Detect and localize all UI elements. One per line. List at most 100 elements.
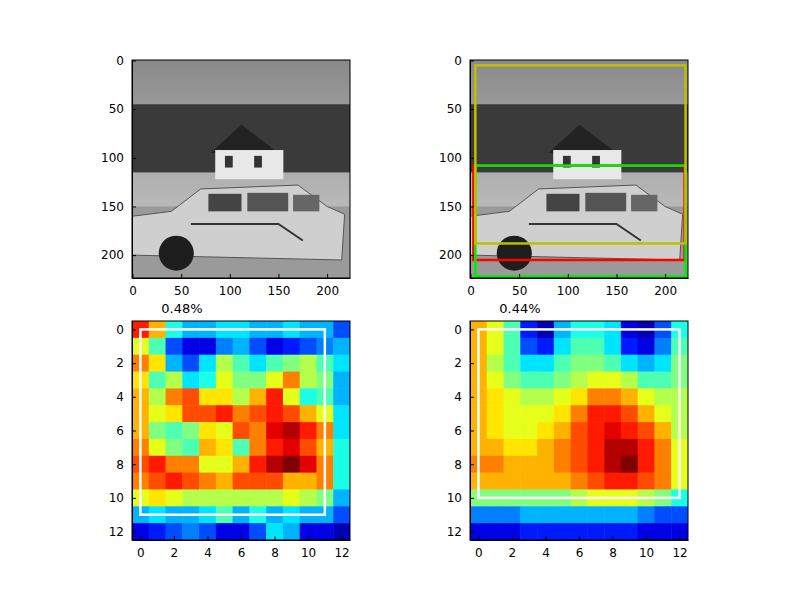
heatmap-cell xyxy=(537,338,554,355)
heatmap-cell xyxy=(587,523,604,540)
heatmap-cell xyxy=(554,422,571,439)
tick-label: 12 xyxy=(672,546,687,560)
heatmap-cell xyxy=(638,388,655,405)
tick-mark xyxy=(132,464,136,465)
heatmap-cell xyxy=(554,473,571,490)
heatmap-cell xyxy=(604,355,621,372)
heatmap-cell xyxy=(537,473,554,490)
heatmap-cell xyxy=(654,473,671,490)
heatmap-cell xyxy=(520,388,537,405)
heatmap-cell xyxy=(333,439,350,456)
heatmap-cell xyxy=(333,355,350,372)
tick-mark xyxy=(579,536,580,540)
tick-label: 2 xyxy=(116,356,124,370)
heatmap-cell xyxy=(166,355,183,372)
tick-mark xyxy=(568,274,569,278)
tick: 0 xyxy=(454,323,474,337)
heatmap-cell xyxy=(333,321,350,338)
tick-label: 0 xyxy=(475,546,483,560)
tick-mark xyxy=(470,206,474,207)
heatmap-cell xyxy=(554,338,571,355)
heatmap-cell xyxy=(604,439,621,456)
heatmap-cell xyxy=(621,456,638,473)
photo-car-window xyxy=(631,195,657,212)
heatmap-cell xyxy=(283,473,300,490)
heatmap-cell xyxy=(249,372,266,389)
heatmap-cell xyxy=(283,355,300,372)
heatmap-cell xyxy=(249,439,266,456)
tick-label: 150 xyxy=(606,284,629,298)
heatmap-cell xyxy=(199,372,216,389)
bounding-box xyxy=(140,329,324,514)
heatmap-cell xyxy=(520,506,537,523)
heatmap-cell xyxy=(470,506,487,523)
heatmap-cell xyxy=(638,456,655,473)
heatmap-cell xyxy=(199,355,216,372)
tick: 12 xyxy=(447,525,474,539)
heatmap-cell xyxy=(470,523,487,540)
heatmap-cell xyxy=(300,523,317,540)
tick-label: 12 xyxy=(334,546,349,560)
heatmap-cell xyxy=(537,372,554,389)
tick-label: 8 xyxy=(271,546,279,560)
heatmap-cell xyxy=(671,506,688,523)
heatmap-cell xyxy=(587,422,604,439)
tick: 6 xyxy=(454,424,474,438)
axis-line xyxy=(471,278,689,279)
heatmap-cell xyxy=(587,372,604,389)
tick: 50 xyxy=(447,102,474,116)
y-axis: 050100150200 xyxy=(439,54,474,279)
tick: 200 xyxy=(316,274,339,298)
tick: 2 xyxy=(116,356,136,370)
tick-label: 4 xyxy=(454,390,462,404)
tick: 4 xyxy=(204,536,212,560)
panel: 0246810120246810120.44% xyxy=(447,301,689,560)
heatmap-cell xyxy=(182,355,199,372)
figure: 0501001502000501001502000501001502000501… xyxy=(0,0,800,600)
heatmap-cell xyxy=(654,523,671,540)
heatmap-cell xyxy=(504,523,521,540)
photo-wheel xyxy=(497,236,532,271)
heatmap-cell xyxy=(166,489,183,506)
photo-car-trim xyxy=(191,224,303,241)
heatmap-cell xyxy=(249,338,266,355)
heatmap-cell xyxy=(504,338,521,355)
heatmap-cell xyxy=(300,388,317,405)
tick-mark xyxy=(132,255,136,256)
tick-mark xyxy=(470,60,474,61)
plot-area xyxy=(470,321,688,540)
axis-line xyxy=(133,278,351,279)
panel: 050100150200050100150200 xyxy=(101,54,350,298)
heatmap-cell xyxy=(266,372,283,389)
heatmap-cell xyxy=(487,338,504,355)
heatmap-cell xyxy=(249,473,266,490)
tick: 8 xyxy=(116,458,136,472)
heatmap-cell xyxy=(216,355,233,372)
tick-label: 2 xyxy=(509,546,517,560)
heatmap-cell xyxy=(216,372,233,389)
heatmap-cell xyxy=(654,405,671,422)
plot-area xyxy=(132,321,350,540)
heatmap-cell xyxy=(233,372,250,389)
tick-mark xyxy=(140,536,141,540)
heatmap-cell xyxy=(300,456,317,473)
heatmap-cell xyxy=(621,388,638,405)
heatmap-cell xyxy=(621,355,638,372)
photo-house-roof xyxy=(548,125,616,153)
heatmap-cell xyxy=(621,372,638,389)
heatmap-cell xyxy=(266,338,283,355)
tick-label: 50 xyxy=(109,102,124,116)
heatmap-cell xyxy=(537,439,554,456)
heatmap-cell xyxy=(654,456,671,473)
heatmap-cell xyxy=(654,338,671,355)
heatmap-cell xyxy=(333,405,350,422)
tick-label: 10 xyxy=(447,491,462,505)
heatmap-cell xyxy=(654,506,671,523)
tick-label: 4 xyxy=(542,546,550,560)
y-axis: 050100150200 xyxy=(101,54,136,279)
heatmap-cell xyxy=(216,523,233,540)
tick: 10 xyxy=(301,536,316,560)
heatmap-cell xyxy=(216,338,233,355)
tick: 50 xyxy=(512,274,527,298)
heatmap-cell xyxy=(283,405,300,422)
